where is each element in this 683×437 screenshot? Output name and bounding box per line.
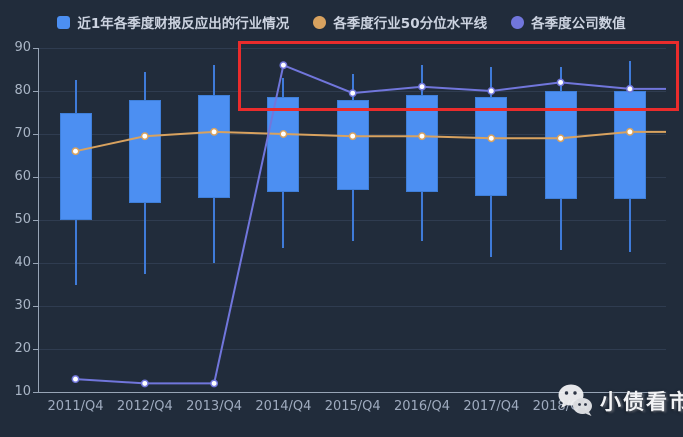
gridline [38, 47, 666, 49]
legend-item-median-line[interactable]: 各季度行业50分位水平线 [313, 12, 487, 32]
y-axis-tick [33, 219, 38, 221]
y-axis-tick [33, 391, 38, 393]
x-axis-line [38, 392, 666, 393]
y-axis-label: 70 [14, 126, 31, 141]
x-axis-label: 2013/Q4 [186, 399, 243, 414]
y-axis-tick [33, 262, 38, 264]
candle-box [59, 112, 92, 220]
y-axis-label: 20 [14, 341, 31, 356]
legend-item-company-value[interactable]: 各季度公司数值 [511, 12, 626, 32]
y-axis-tick [33, 47, 38, 49]
y-axis-label: 10 [14, 384, 31, 399]
gridline [38, 348, 666, 350]
legend-item-industry-range[interactable]: 近1年各季度财报反应出的行业情况 [57, 12, 289, 32]
watermark-text: 小债看市 [600, 390, 683, 414]
y-axis-label: 80 [14, 83, 31, 98]
candle-box [128, 99, 161, 203]
gridline [38, 262, 666, 264]
y-axis-tick [33, 176, 38, 178]
legend-label: 各季度行业50分位水平线 [333, 16, 488, 32]
x-axis-label: 2015/Q4 [324, 399, 381, 414]
candle-box [475, 97, 508, 197]
company-value-line [75, 63, 666, 385]
y-axis-label: 50 [14, 212, 31, 227]
data-point [210, 379, 219, 388]
x-axis-label: 2016/Q4 [394, 399, 450, 414]
candle-box [267, 97, 300, 193]
candle-box [336, 99, 369, 190]
y-axis-label: 30 [14, 298, 31, 313]
legend: 近1年各季度财报反应出的行业情况 各季度行业50分位水平线 各季度公司数值 [0, 12, 683, 32]
wechat-icon [558, 384, 592, 416]
y-axis-tick [33, 133, 38, 135]
data-point [71, 375, 80, 384]
gridline [38, 305, 666, 307]
y-axis-label: 60 [14, 169, 31, 184]
circle-marker-icon [313, 15, 327, 29]
y-axis-tick [33, 305, 38, 307]
y-axis-line [38, 48, 39, 392]
highlight-box-annotation [238, 41, 679, 111]
x-axis-label: 2012/Q4 [116, 399, 173, 414]
square-marker-icon [57, 15, 71, 29]
data-point [140, 379, 149, 388]
x-axis-label: 2014/Q4 [255, 399, 312, 414]
y-axis-tick [33, 90, 38, 92]
circle-marker-icon [511, 15, 525, 29]
candle-box [198, 95, 231, 199]
legend-label: 各季度公司数值 [531, 16, 626, 32]
watermark: 小债看市 [556, 381, 683, 421]
median-line [75, 130, 666, 153]
legend-label: 近1年各季度财报反应出的行业情况 [77, 16, 290, 32]
y-axis-tick [33, 348, 38, 350]
x-axis-label: 2017/Q4 [463, 399, 520, 414]
x-axis-label: 2011/Q4 [47, 399, 104, 414]
y-axis-label: 90 [14, 40, 31, 55]
y-axis-label: 40 [14, 255, 31, 270]
